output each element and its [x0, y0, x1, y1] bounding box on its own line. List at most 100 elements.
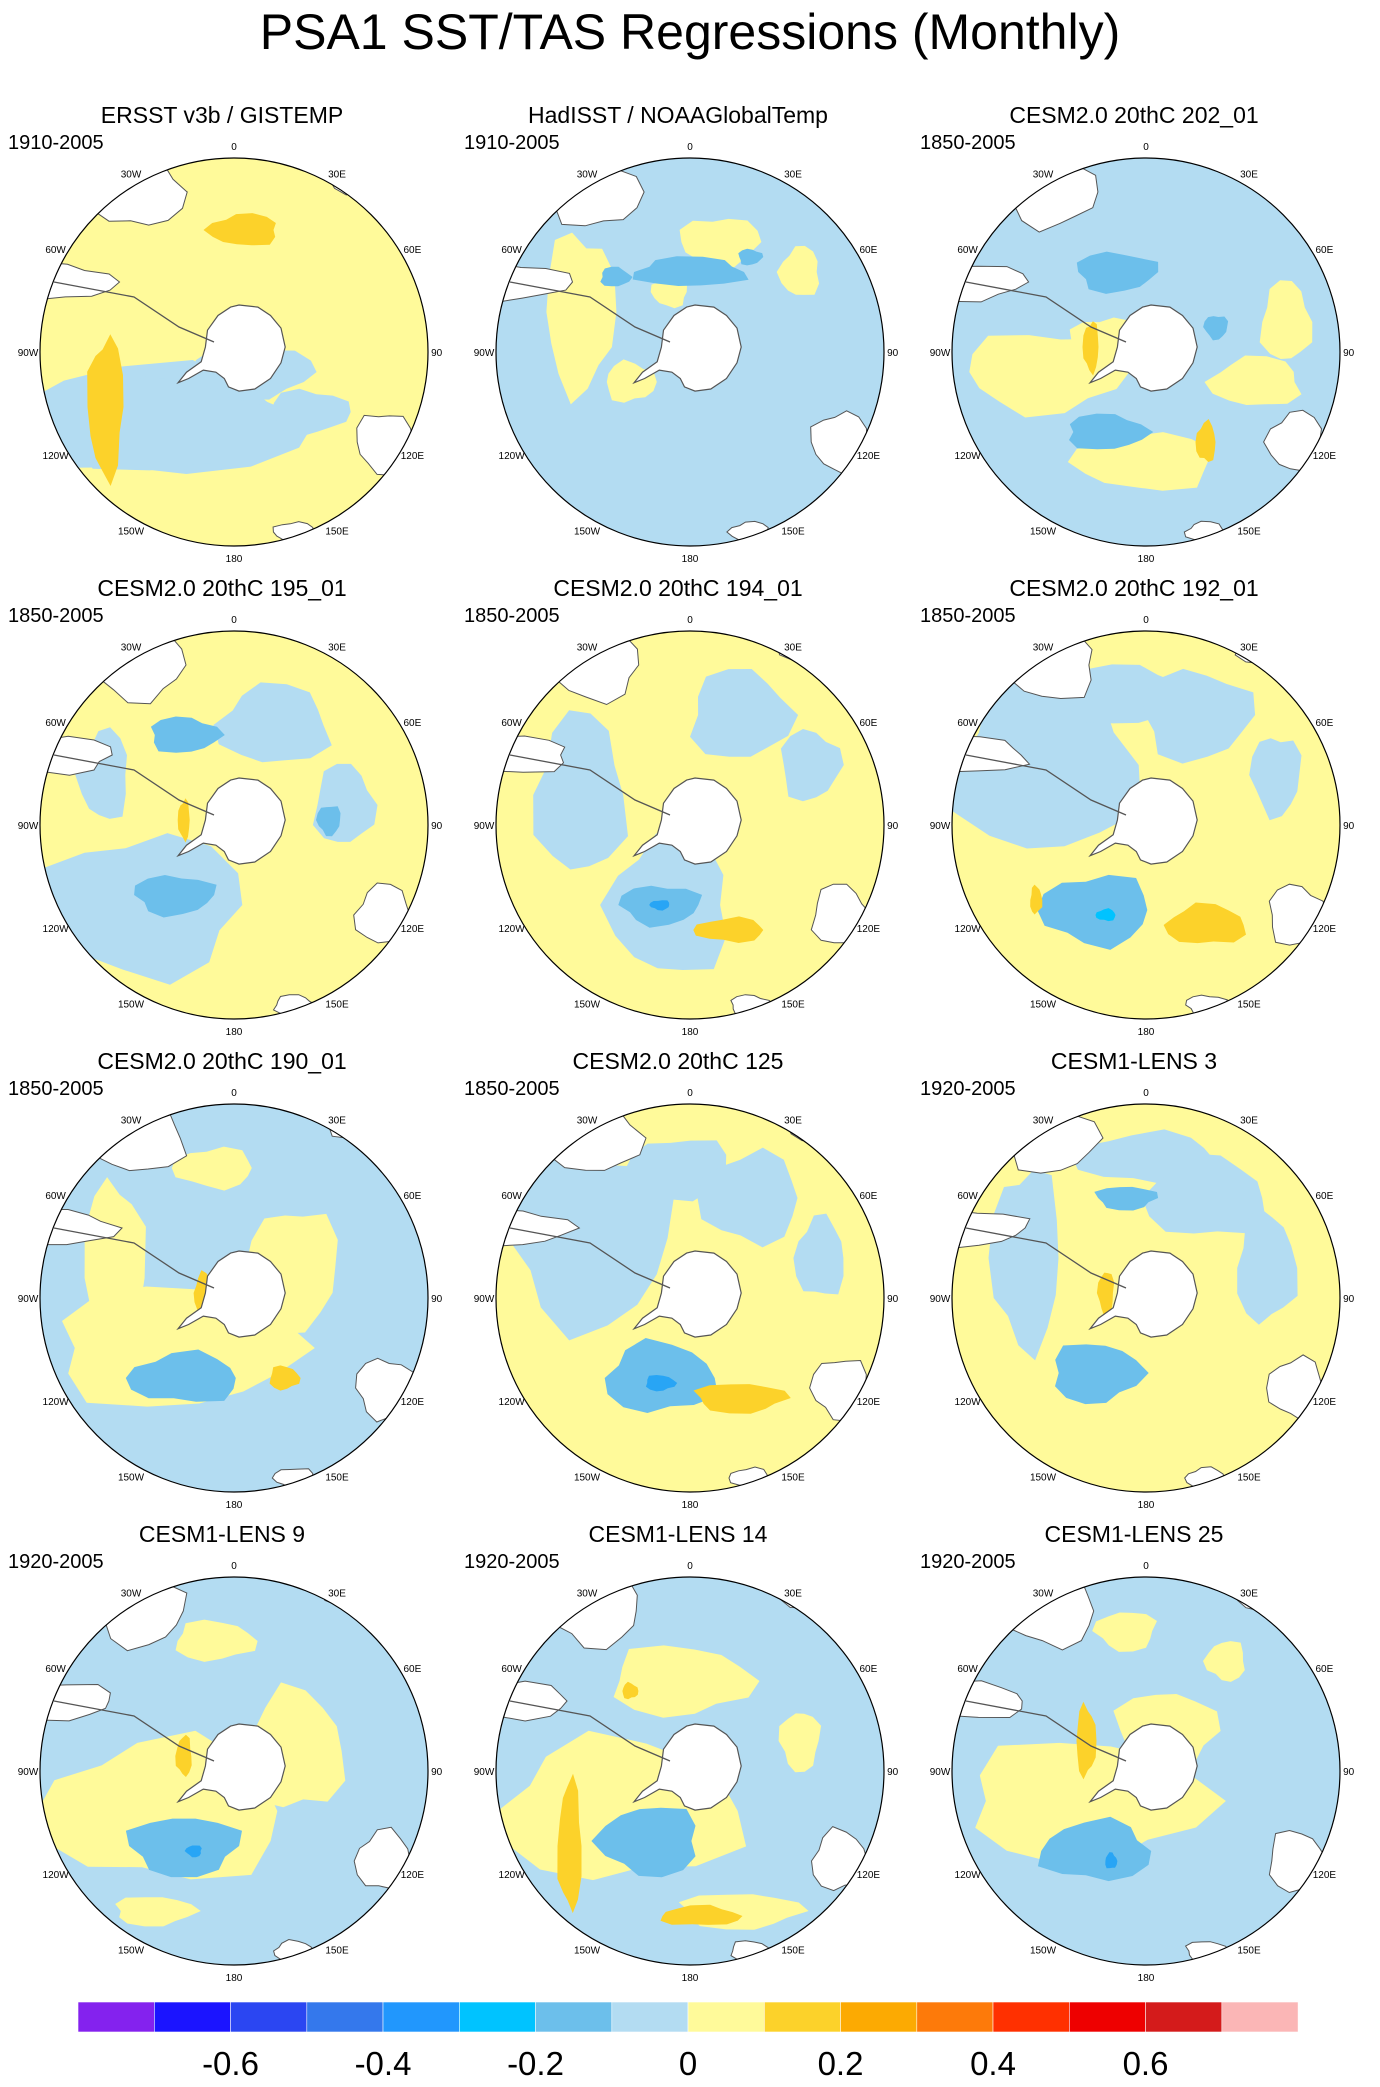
- colorbar-swatch: [535, 2001, 613, 2033]
- polar-map: 0 30E 60E 90E 120E 150E 180 150W 120W 90W 60W 30W: [18, 1561, 442, 1984]
- regression-patch: [690, 669, 799, 757]
- longitude-label: 120W: [955, 1397, 982, 1408]
- regression-patch: [175, 1734, 192, 1777]
- peninsula-coast: [509, 1700, 671, 1762]
- land-mass: [496, 1208, 581, 1247]
- longitude-label: 60W: [501, 1664, 522, 1675]
- longitude-label: 30E: [1240, 1116, 1258, 1127]
- colorbar-swatch: [611, 2001, 689, 2033]
- map-border: [39, 157, 429, 547]
- longitude-label: 120W: [499, 1397, 526, 1408]
- longitude-label: 150E: [325, 999, 349, 1010]
- regression-patch: [600, 266, 633, 287]
- longitude-label: 180: [226, 1500, 243, 1511]
- longitude-label: 60W: [957, 1664, 978, 1675]
- map-border: [951, 1576, 1341, 1966]
- longitude-label: 90W: [474, 821, 495, 832]
- longitude-label: 30E: [328, 170, 346, 181]
- longitude-label: 30E: [784, 170, 802, 181]
- panel-period: 1850-2005: [464, 1078, 560, 1100]
- longitude-label: 30E: [1240, 1589, 1258, 1600]
- panel-title: CESM1-LENS 25: [1044, 1521, 1224, 1547]
- regression-patch: [1096, 1272, 1115, 1316]
- longitude-label: 30E: [328, 1589, 346, 1600]
- colorbar-swatch: [154, 2001, 231, 2033]
- map-border: [39, 1103, 429, 1493]
- longitude-label: 180: [682, 1500, 699, 1511]
- colorbar-swatch: [1069, 2001, 1146, 2033]
- longitude-label: 120W: [955, 1870, 982, 1881]
- colorbar-swatch: [840, 2001, 918, 2033]
- longitude-label: 60E: [1316, 1191, 1334, 1202]
- longitude-label: 180: [682, 1027, 699, 1038]
- map-panel: CESM2.0 20thC 195_01 1850-2005 0 30E 60E 90E 1…: [2, 568, 442, 1038]
- map-border: [951, 1103, 1341, 1493]
- longitude-label: 120E: [401, 924, 425, 935]
- panel-title: CESM2.0 20thC 194_01: [553, 575, 803, 601]
- land-mass: [89, 1104, 188, 1172]
- longitude-label: 90E: [431, 821, 442, 832]
- longitude-label: 150W: [118, 1472, 145, 1483]
- land-mass: [40, 1209, 123, 1246]
- regression-patch: [1095, 908, 1116, 922]
- colorbar-label: -0.2: [507, 2045, 564, 2082]
- regression-patch: [213, 682, 332, 763]
- regression-patch: [40, 833, 243, 985]
- polar-map: 0 30E 60E 90E 120E 150E 180 150W 120W 90W 60W 30W: [930, 142, 1354, 565]
- longitude-label: 30W: [1033, 1589, 1054, 1600]
- page-title: PSA1 SST/TAS Regressions (Monthly): [259, 4, 1121, 60]
- peninsula-coast: [53, 281, 215, 343]
- polar-map: 0 30E 60E 90E 120E 150E 180 150W 120W 90W 60W 30W: [18, 1088, 442, 1511]
- regression-patch: [1259, 280, 1313, 359]
- peninsula-coast: [965, 281, 1127, 343]
- regression-patch: [693, 916, 764, 943]
- longitude-label: 90W: [930, 821, 951, 832]
- longitude-label: 30E: [328, 1116, 346, 1127]
- longitude-label: 120E: [857, 924, 881, 935]
- longitude-label: 150W: [118, 1945, 145, 1956]
- panel-period: 1850-2005: [464, 605, 560, 627]
- longitude-label: 120E: [857, 1870, 881, 1881]
- map-border: [495, 1103, 885, 1493]
- longitude-label: 90W: [474, 1767, 495, 1778]
- longitude-label: 30E: [1240, 643, 1258, 654]
- peninsula-coast: [53, 754, 215, 816]
- regression-patch: [1092, 1612, 1157, 1652]
- colorbar-swatch: [916, 2001, 994, 2033]
- map-border: [951, 630, 1341, 1020]
- longitude-label: 90E: [431, 1294, 442, 1305]
- regression-patch: [1249, 738, 1302, 821]
- map-border: [495, 630, 885, 1020]
- longitude-label: 60E: [860, 1664, 878, 1675]
- longitude-label: 90E: [431, 1767, 442, 1778]
- longitude-label: 90W: [930, 348, 951, 359]
- peninsula-coast: [965, 1227, 1127, 1289]
- colorbar-swatch: [458, 2001, 536, 2033]
- longitude-label: 0: [687, 1088, 693, 1099]
- regression-patch: [203, 213, 276, 246]
- longitude-label: 60E: [1316, 1664, 1334, 1675]
- regression-patch: [776, 245, 820, 295]
- regression-patch: [1105, 1852, 1118, 1869]
- regression-patch: [622, 1681, 639, 1700]
- map-border: [39, 1576, 429, 1966]
- polar-map: 0 30E 60E 90E 120E 150E 180 150W 120W 90W 60W 30W: [18, 142, 442, 565]
- panel-period: 1920-2005: [464, 1551, 560, 1573]
- longitude-label: 0: [1143, 142, 1149, 153]
- panel-title: CESM2.0 20thC 202_01: [1009, 102, 1259, 128]
- regression-patch: [1030, 884, 1043, 915]
- regression-patch: [134, 875, 217, 918]
- regression-patch: [645, 1375, 678, 1392]
- regression-patch: [557, 1773, 582, 1914]
- longitude-label: 30W: [577, 170, 598, 181]
- land-mass: [496, 735, 566, 773]
- longitude-label: 150E: [1237, 526, 1261, 537]
- longitude-label: 150W: [1030, 526, 1057, 537]
- colorbar-swatch: [382, 2001, 460, 2033]
- longitude-label: 0: [231, 1561, 237, 1572]
- longitude-label: 150W: [1030, 1945, 1057, 1956]
- polar-map: 0 30E 60E 90E 120E 150E 180 150W 120W 90W 60W 30W: [930, 1561, 1354, 1984]
- panel-title: HadISST / NOAAGlobalTemp: [528, 102, 828, 128]
- regression-patch: [780, 729, 844, 802]
- panel-period: 1920-2005: [8, 1551, 104, 1573]
